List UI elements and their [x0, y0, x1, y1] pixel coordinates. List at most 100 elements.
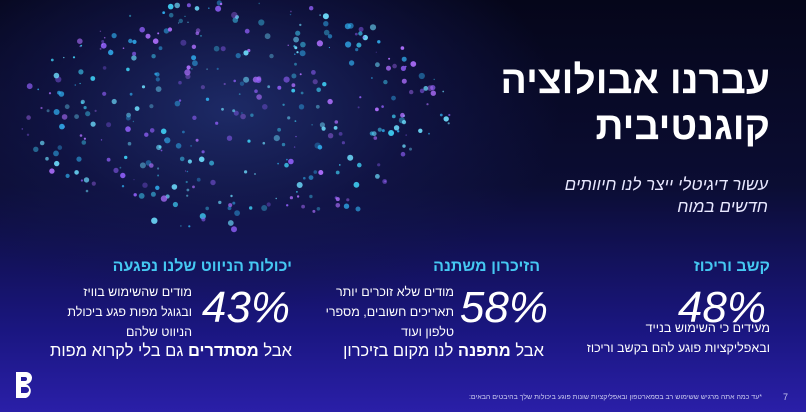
- brain-dot: [322, 82, 327, 87]
- brain-dot: [277, 85, 282, 90]
- subtitle-line: חדשים במוח: [677, 197, 768, 216]
- brain-dot: [125, 115, 131, 121]
- brain-dot: [139, 26, 145, 33]
- brain-dot: [291, 88, 296, 93]
- brain-dot: [316, 207, 321, 211]
- brain-dot: [286, 158, 288, 161]
- brain-dot: [362, 34, 368, 41]
- page-number: 7: [783, 392, 789, 402]
- brain-dot: [247, 139, 251, 143]
- stat-description: מודים שלא זוכרים יותר תאריכים חשובים, מס…: [326, 282, 454, 342]
- brain-dot: [375, 174, 380, 179]
- brain-dot: [198, 156, 205, 163]
- brain-dot: [309, 194, 313, 199]
- brain-dot: [288, 158, 294, 165]
- brain-dot: [144, 132, 149, 137]
- brain-dot: [341, 141, 345, 145]
- brain-dot: [90, 121, 96, 127]
- brain-dot: [410, 61, 417, 67]
- brain-dot: [294, 120, 297, 122]
- brain-dot: [78, 69, 84, 75]
- brain-dot: [349, 24, 352, 27]
- brain-dot: [301, 204, 305, 209]
- brain-dot: [275, 197, 277, 200]
- brain-dot: [201, 150, 205, 154]
- bottom-bold: מסתדרים: [187, 342, 259, 360]
- brain-dot: [419, 88, 425, 94]
- brain-dot: [149, 163, 154, 168]
- brain-dot: [400, 65, 406, 71]
- brain-dot: [369, 24, 377, 31]
- brain-dot: [180, 225, 182, 227]
- brain-dot: [294, 46, 298, 50]
- brain-dot: [323, 29, 330, 36]
- brain-dot: [178, 99, 182, 102]
- brain-dot: [80, 179, 83, 182]
- brain-dot: [195, 31, 200, 36]
- brain-dot: [127, 141, 132, 146]
- brain-dot: [256, 76, 262, 81]
- brain-dot: [338, 132, 343, 136]
- brain-dot: [227, 220, 234, 226]
- brain-dot: [109, 49, 112, 51]
- brain-dot: [186, 170, 189, 173]
- brain-dot: [129, 92, 133, 96]
- brain-dot: [309, 6, 314, 11]
- brain-dot: [171, 184, 178, 190]
- brain-dot: [362, 36, 365, 39]
- brain-dot: [177, 22, 180, 24]
- brain-dot: [132, 39, 137, 45]
- brain-dot: [298, 104, 305, 110]
- brain-dot: [323, 21, 329, 27]
- brain-dot: [184, 69, 191, 76]
- brain-dot: [243, 76, 250, 83]
- brain-dot: [371, 77, 373, 79]
- description-line: מעידים כי השימוש בנייד: [645, 321, 770, 335]
- brain-dot: [57, 90, 61, 95]
- brain-dot: [313, 170, 318, 174]
- brain-dot: [277, 162, 279, 165]
- brain-dot: [430, 90, 436, 96]
- brain-dot: [76, 156, 82, 162]
- brain-dot: [205, 97, 210, 102]
- brain-dot: [339, 164, 341, 166]
- brain-dot: [186, 194, 189, 197]
- brain-dot: [83, 177, 90, 183]
- brain-dot: [133, 179, 135, 181]
- brain-dot: [149, 128, 155, 133]
- brain-dot: [131, 55, 137, 61]
- brain-dot: [335, 197, 340, 202]
- brain-dot: [132, 51, 137, 56]
- brain-dot: [289, 196, 293, 200]
- brain-dot: [296, 182, 303, 188]
- brain-dot: [277, 127, 281, 132]
- brain-dot: [45, 156, 49, 161]
- brain-dot: [397, 130, 400, 133]
- brain-dot: [392, 63, 397, 69]
- brain-dot: [290, 10, 292, 13]
- brain-dot: [333, 126, 338, 130]
- brain-dot: [102, 66, 107, 70]
- brain-dot: [201, 217, 206, 222]
- brain-dot: [254, 173, 256, 175]
- brain-dot: [448, 113, 451, 117]
- brain-dot: [186, 3, 191, 8]
- brain-dot: [158, 46, 163, 51]
- brain-dot: [418, 72, 425, 80]
- brain-dot: [231, 226, 237, 233]
- brain-dot: [244, 170, 248, 174]
- brain-dot: [316, 40, 323, 47]
- brain-dot: [57, 145, 63, 150]
- bottom-line: אבל מתפנה לנו מקום בזיכרון: [343, 342, 544, 361]
- brain-dot: [386, 65, 391, 71]
- brain-dot: [113, 167, 119, 173]
- brain-dot: [442, 90, 445, 93]
- brain-dot: [157, 32, 160, 35]
- brain-dot: [184, 15, 186, 17]
- brain-dot: [218, 200, 222, 205]
- brain-dot: [180, 39, 187, 46]
- brain-dot: [91, 181, 96, 186]
- brain-dot: [122, 47, 125, 49]
- brain-dot: [428, 132, 430, 135]
